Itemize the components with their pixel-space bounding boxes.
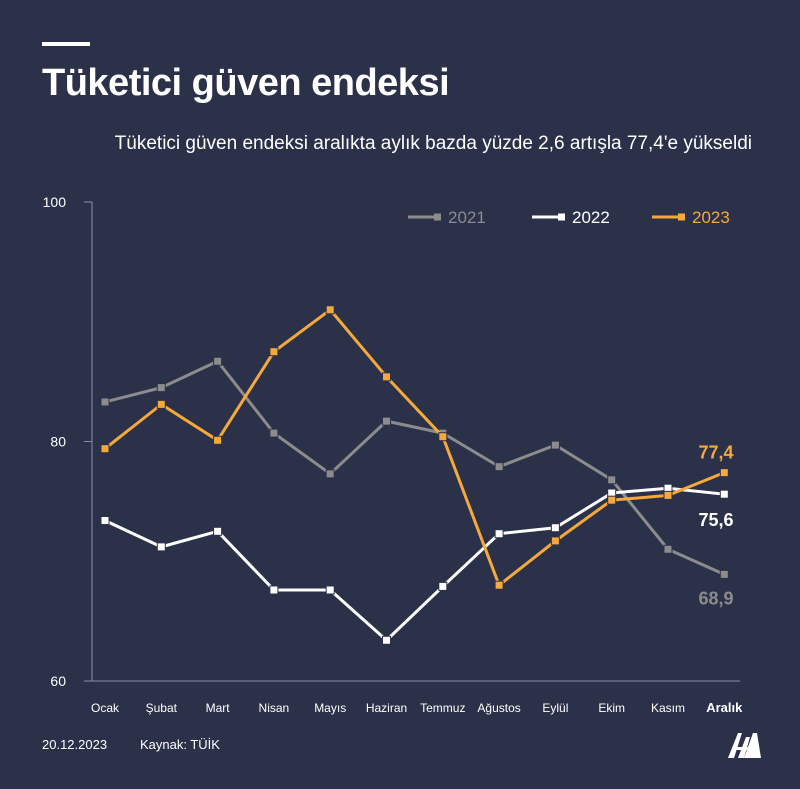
data-point-2023 — [607, 495, 617, 505]
data-point-2023 — [269, 347, 279, 357]
x-tick-label: Kasım — [651, 701, 685, 715]
data-point-2021 — [719, 569, 729, 579]
data-point-2022 — [213, 526, 223, 536]
data-point-2021 — [100, 397, 110, 407]
end-value-label-2021: 68,9 — [698, 588, 733, 608]
data-point-2023 — [213, 435, 223, 445]
source-credit: Kaynak: TÜİK — [140, 737, 220, 752]
x-tick-label: Mayıs — [314, 701, 346, 715]
data-point-2021 — [494, 462, 504, 472]
x-tick-label: Nisan — [259, 701, 290, 715]
legend-label-2021: 2021 — [448, 208, 486, 227]
x-tick-label: Şubat — [146, 701, 178, 715]
data-point-2023 — [156, 399, 166, 409]
data-point-2022 — [269, 585, 279, 595]
end-value-label-2022: 75,6 — [698, 510, 733, 530]
x-tick-label: Temmuz — [420, 701, 465, 715]
data-point-2022 — [382, 635, 391, 645]
x-tick-label: Haziran — [366, 701, 407, 715]
data-point-2022 — [156, 542, 166, 552]
data-point-2023 — [550, 536, 560, 546]
title-accent-rule — [42, 42, 90, 46]
data-point-2021 — [213, 356, 223, 366]
publish-date: 20.12.2023 — [42, 737, 108, 752]
data-point-2022 — [494, 529, 504, 539]
x-tick-label: Aralık — [706, 700, 743, 715]
data-point-2022 — [100, 516, 110, 526]
page-subtitle: Tüketici güven endeksi aralıkta aylık ba… — [114, 133, 752, 154]
data-point-2021 — [663, 544, 673, 554]
data-point-2023 — [494, 580, 504, 590]
end-value-label-2023: 77,4 — [698, 443, 733, 463]
data-point-2023 — [382, 372, 391, 382]
x-tick-label: Mart — [206, 701, 231, 715]
data-point-2023 — [719, 468, 729, 478]
page-title: Tüketici güven endeksi — [42, 62, 450, 104]
legend-marker-2021 — [434, 213, 441, 221]
data-point-2022 — [325, 585, 335, 595]
x-tick-label: Eylül — [542, 701, 568, 715]
data-point-2023 — [663, 490, 673, 500]
data-point-2023 — [438, 432, 448, 442]
legend-marker-2023 — [678, 213, 685, 221]
data-point-2023 — [325, 305, 335, 315]
series-line-2021 — [103, 359, 726, 576]
legend-marker-2022 — [558, 213, 565, 221]
data-point-2023 — [100, 444, 110, 454]
legend-label-2022: 2022 — [572, 208, 610, 227]
data-point-2021 — [325, 469, 335, 479]
data-point-2022 — [438, 581, 448, 591]
x-tick-label: Ocak — [91, 701, 120, 715]
x-tick-label: Ağustos — [477, 701, 520, 715]
series-line-2023 — [103, 308, 726, 587]
data-point-2021 — [382, 416, 391, 426]
data-point-2021 — [269, 428, 279, 438]
data-point-2022 — [719, 489, 729, 499]
y-tick-label: 80 — [50, 434, 66, 450]
legend-label-2023: 2023 — [692, 208, 730, 227]
x-tick-label: Ekim — [598, 701, 625, 715]
data-point-2021 — [156, 383, 166, 393]
y-tick-label: 100 — [43, 194, 67, 210]
series-line-2022 — [103, 486, 726, 642]
y-tick-label: 60 — [50, 673, 66, 689]
data-point-2021 — [607, 475, 617, 485]
data-point-2021 — [550, 440, 560, 450]
data-point-2022 — [550, 523, 560, 533]
aa-logo-icon — [728, 733, 761, 758]
